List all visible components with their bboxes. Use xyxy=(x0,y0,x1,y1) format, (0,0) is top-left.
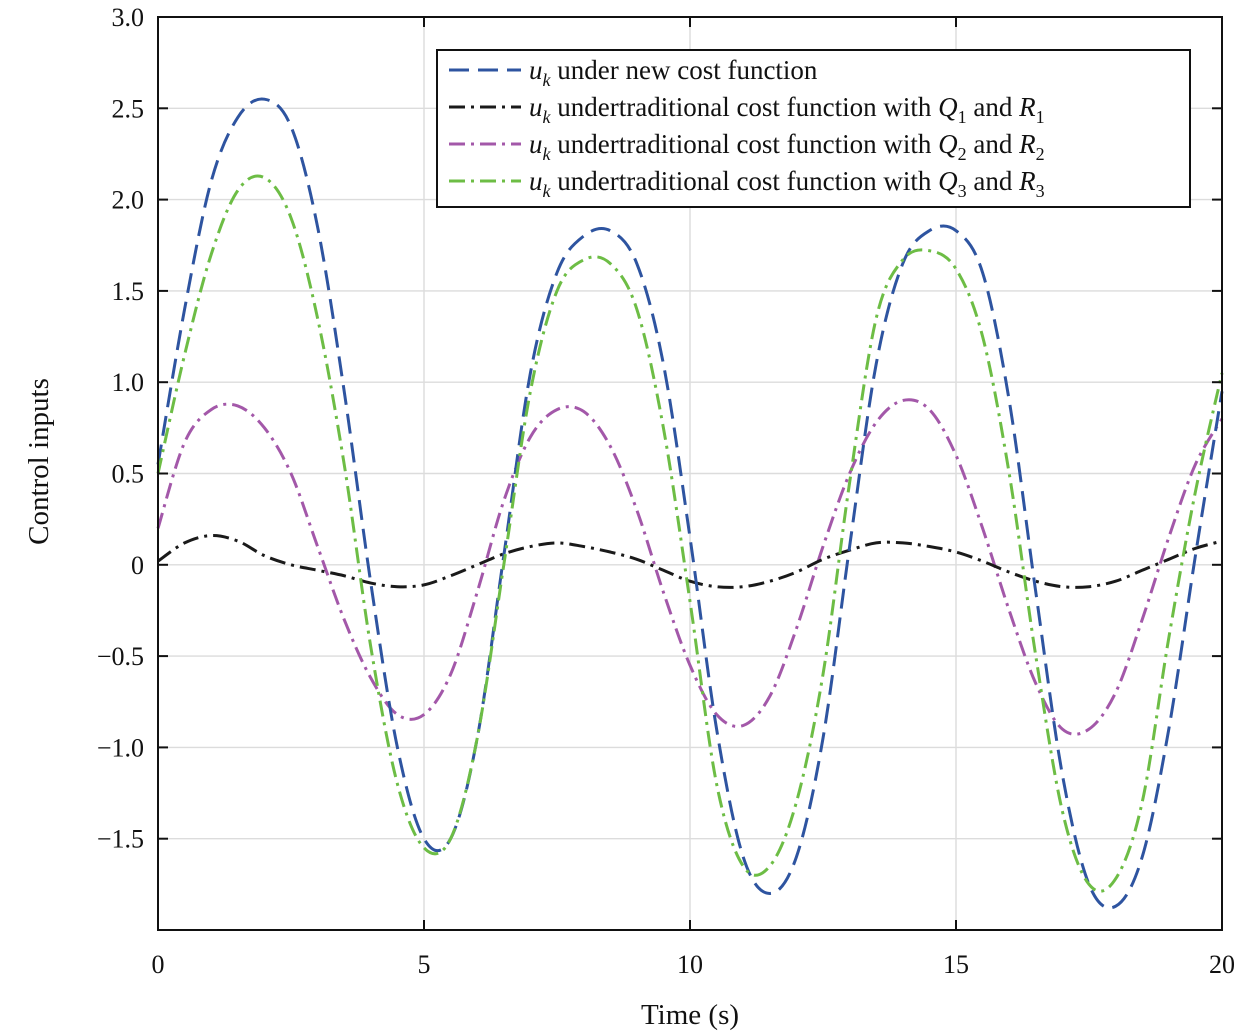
legend-label: under new cost function xyxy=(551,55,818,85)
legend-connector: and xyxy=(967,166,1019,196)
series-line-3 xyxy=(156,398,1224,736)
legend-connector: and xyxy=(967,129,1019,159)
x-tick-label: 10 xyxy=(677,950,703,979)
legend-entry-3: uk undertraditional cost function with Q… xyxy=(529,129,1045,164)
y-tick-labels: 3.0 2.5 2.0 1.5 1.0 0.5 0 −0.5 −1.0 −1.5 xyxy=(97,3,144,854)
legend-r-subscript: 2 xyxy=(1036,144,1045,164)
legend-q-symbol: Q xyxy=(938,166,958,196)
y-tick-label: 2.5 xyxy=(112,94,145,123)
legend-q-subscript: 2 xyxy=(958,144,967,164)
axis-ticks xyxy=(157,16,1223,930)
x-tick-labels: 0 5 10 15 20 xyxy=(152,950,1236,979)
legend-q-symbol: Q xyxy=(938,129,958,159)
legend-entry-4: uk undertraditional cost function with Q… xyxy=(529,166,1045,201)
legend-r-subscript: 1 xyxy=(1036,107,1045,127)
x-tick-label: 15 xyxy=(943,950,969,979)
legend-subscript: k xyxy=(543,70,552,90)
legend-entry-2: uk undertraditional cost function with Q… xyxy=(529,92,1045,127)
series-line-2 xyxy=(157,534,1223,589)
legend-entry-1: uk under new cost function xyxy=(529,55,818,90)
series-lines xyxy=(156,97,1224,910)
y-tick-label: 0 xyxy=(131,551,144,580)
y-tick-label: 3.0 xyxy=(112,3,145,32)
x-axis-label: Time (s) xyxy=(641,999,739,1031)
legend-r-symbol: R xyxy=(1018,92,1036,122)
x-tick-label: 0 xyxy=(152,950,165,979)
x-tick-label: 20 xyxy=(1209,950,1235,979)
series-line-1 xyxy=(156,97,1224,910)
legend-q-subscript: 1 xyxy=(958,107,967,127)
legend-label: undertraditional cost function with xyxy=(551,166,939,196)
x-tick-label: 5 xyxy=(418,950,431,979)
legend-q-symbol: Q xyxy=(938,92,958,122)
legend-box xyxy=(436,49,1191,208)
legend-r-subscript: 3 xyxy=(1036,181,1045,201)
legend-label: undertraditional cost function with xyxy=(551,129,939,159)
series-line-4 xyxy=(156,174,1224,893)
legend-connector: and xyxy=(967,92,1019,122)
y-tick-label: −1.5 xyxy=(97,825,144,854)
y-axis-label: Control inputs xyxy=(23,378,55,545)
legend-r-symbol: R xyxy=(1018,129,1036,159)
legend-symbol: u xyxy=(529,166,543,196)
legend-subscript: k xyxy=(543,107,552,127)
y-tick-label: 1.5 xyxy=(112,277,145,306)
y-tick-label: −1.0 xyxy=(97,733,144,762)
legend-subscript: k xyxy=(543,181,552,201)
legend-q-subscript: 3 xyxy=(958,181,967,201)
legend-symbol: u xyxy=(529,129,543,159)
y-tick-label: 2.0 xyxy=(112,186,145,215)
legend-symbol: u xyxy=(529,92,543,122)
legend-subscript: k xyxy=(543,144,552,164)
y-tick-label: 0.5 xyxy=(112,460,145,489)
y-tick-label: 1.0 xyxy=(112,368,145,397)
y-tick-label: −0.5 xyxy=(97,642,144,671)
legend-symbol: u xyxy=(529,55,543,85)
legend-label: undertraditional cost function with xyxy=(551,92,939,122)
legend-r-symbol: R xyxy=(1018,166,1036,196)
